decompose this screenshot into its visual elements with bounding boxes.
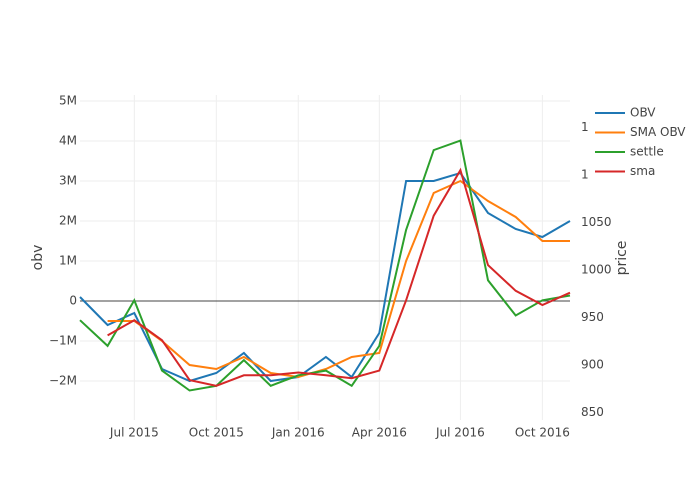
y-tick-label: 2M (59, 214, 77, 228)
series-line (107, 167, 571, 387)
x-tick-label: Oct 2016 (515, 426, 570, 440)
x-tick-label: Apr 2016 (352, 426, 407, 440)
y-tick-label: 4M (59, 134, 77, 148)
y-axis-title: obv (30, 245, 46, 271)
y2-tick-label: 950 (581, 310, 604, 324)
x-tick-label: Oct 2015 (189, 426, 244, 440)
x-tick-label: Jul 2015 (109, 426, 159, 440)
series-line (79, 139, 571, 392)
x-tick-label: Jan 2016 (271, 426, 325, 440)
y-tick-label: 1M (59, 254, 77, 268)
legend-label: sma (630, 164, 655, 178)
legend-label: OBV (630, 106, 656, 120)
y2-tick-label: 900 (581, 357, 604, 371)
y2-axis-title: price (614, 241, 630, 276)
y-tick-label: −1M (49, 334, 77, 348)
series-line (107, 179, 570, 379)
legend: OBV SMA OBV settle sma (590, 103, 690, 183)
legend-background (590, 103, 690, 183)
y2-tick-label: 850 (581, 405, 604, 419)
legend-label: settle (630, 145, 664, 159)
y-tick-label: 3M (59, 174, 77, 188)
x-tick-label: Jul 2016 (435, 426, 485, 440)
y-tick-label: −2M (49, 374, 77, 388)
y-tick-label: 0 (69, 294, 77, 308)
legend-label: SMA OBV (630, 125, 686, 139)
y2-tick-label: 1000 (581, 262, 612, 276)
y-tick-label: 5M (59, 94, 77, 108)
y2-tick-label: 1050 (581, 215, 612, 229)
